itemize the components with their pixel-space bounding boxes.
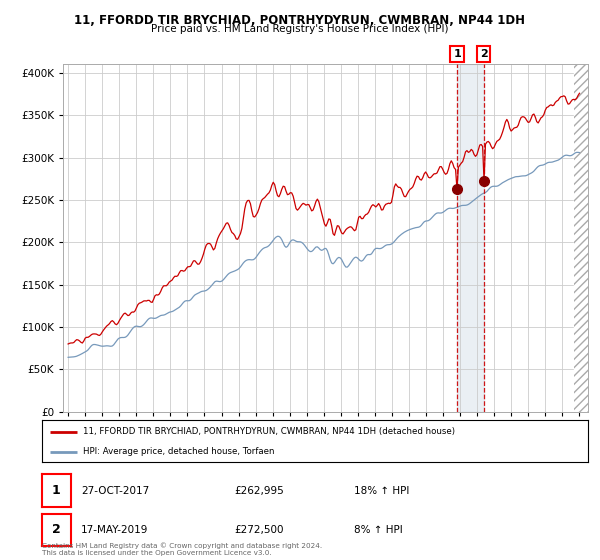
Text: 1: 1 bbox=[52, 484, 61, 497]
Text: £272,500: £272,500 bbox=[234, 525, 284, 535]
Text: 17-MAY-2019: 17-MAY-2019 bbox=[81, 525, 148, 535]
Text: HPI: Average price, detached house, Torfaen: HPI: Average price, detached house, Torf… bbox=[83, 447, 274, 456]
Bar bbox=[574, 64, 592, 412]
Text: 2: 2 bbox=[52, 523, 61, 536]
Text: £262,995: £262,995 bbox=[234, 486, 284, 496]
Bar bbox=[574, 64, 592, 412]
Text: 18% ↑ HPI: 18% ↑ HPI bbox=[354, 486, 409, 496]
Text: 1: 1 bbox=[453, 49, 461, 59]
Text: Price paid vs. HM Land Registry's House Price Index (HPI): Price paid vs. HM Land Registry's House … bbox=[151, 24, 449, 34]
Text: 8% ↑ HPI: 8% ↑ HPI bbox=[354, 525, 403, 535]
Text: 27-OCT-2017: 27-OCT-2017 bbox=[81, 486, 149, 496]
Text: 2: 2 bbox=[479, 49, 487, 59]
Bar bbox=[457, 64, 484, 412]
Text: 11, FFORDD TIR BRYCHIAD, PONTRHYDYRUN, CWMBRAN, NP44 1DH: 11, FFORDD TIR BRYCHIAD, PONTRHYDYRUN, C… bbox=[74, 14, 526, 27]
Text: Contains HM Land Registry data © Crown copyright and database right 2024.
This d: Contains HM Land Registry data © Crown c… bbox=[42, 542, 322, 556]
Text: 11, FFORDD TIR BRYCHIAD, PONTRHYDYRUN, CWMBRAN, NP44 1DH (detached house): 11, FFORDD TIR BRYCHIAD, PONTRHYDYRUN, C… bbox=[83, 427, 455, 436]
